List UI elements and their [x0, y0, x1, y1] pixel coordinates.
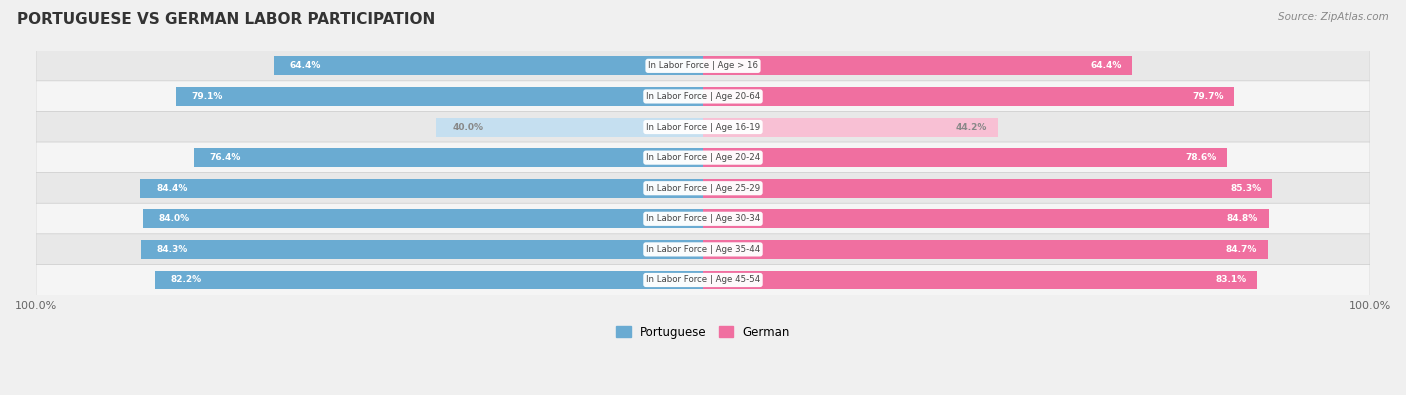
Text: 83.1%: 83.1% [1215, 275, 1247, 284]
Text: 44.2%: 44.2% [956, 122, 987, 132]
Bar [274, 56, 703, 75]
Text: In Labor Force | Age 20-24: In Labor Force | Age 20-24 [645, 153, 761, 162]
Text: 84.8%: 84.8% [1226, 214, 1258, 223]
Bar [703, 179, 1272, 198]
Text: 40.0%: 40.0% [453, 122, 484, 132]
Text: 64.4%: 64.4% [290, 61, 321, 70]
FancyBboxPatch shape [37, 142, 1369, 173]
FancyBboxPatch shape [37, 111, 1369, 143]
Bar [703, 56, 1132, 75]
Bar [143, 209, 703, 228]
Bar [155, 271, 703, 290]
Bar [703, 240, 1268, 259]
FancyBboxPatch shape [37, 234, 1369, 265]
Text: 84.0%: 84.0% [159, 214, 190, 223]
FancyBboxPatch shape [37, 173, 1369, 204]
Text: In Labor Force | Age 35-44: In Labor Force | Age 35-44 [645, 245, 761, 254]
Text: In Labor Force | Age > 16: In Labor Force | Age > 16 [648, 61, 758, 70]
FancyBboxPatch shape [37, 50, 1369, 81]
Text: 79.1%: 79.1% [191, 92, 224, 101]
Text: In Labor Force | Age 20-64: In Labor Force | Age 20-64 [645, 92, 761, 101]
FancyBboxPatch shape [37, 264, 1369, 295]
Text: In Labor Force | Age 25-29: In Labor Force | Age 25-29 [645, 184, 761, 193]
Text: 84.7%: 84.7% [1226, 245, 1257, 254]
Text: 84.4%: 84.4% [156, 184, 187, 193]
Text: In Labor Force | Age 45-54: In Labor Force | Age 45-54 [645, 275, 761, 284]
Text: 82.2%: 82.2% [172, 275, 202, 284]
Bar [176, 87, 703, 106]
Text: Source: ZipAtlas.com: Source: ZipAtlas.com [1278, 12, 1389, 22]
Bar [436, 118, 703, 137]
Text: In Labor Force | Age 30-34: In Labor Force | Age 30-34 [645, 214, 761, 223]
Bar [703, 118, 998, 137]
FancyBboxPatch shape [37, 81, 1369, 112]
Bar [141, 179, 703, 198]
Bar [703, 87, 1234, 106]
Bar [703, 271, 1257, 290]
Text: PORTUGUESE VS GERMAN LABOR PARTICIPATION: PORTUGUESE VS GERMAN LABOR PARTICIPATION [17, 12, 434, 27]
Text: 64.4%: 64.4% [1091, 61, 1122, 70]
Bar [141, 240, 703, 259]
Text: 84.3%: 84.3% [157, 245, 188, 254]
Text: 85.3%: 85.3% [1230, 184, 1261, 193]
FancyBboxPatch shape [37, 203, 1369, 234]
Text: 79.7%: 79.7% [1192, 92, 1223, 101]
Bar [703, 148, 1227, 167]
Bar [703, 209, 1268, 228]
Bar [194, 148, 703, 167]
Text: In Labor Force | Age 16-19: In Labor Force | Age 16-19 [645, 122, 761, 132]
Text: 78.6%: 78.6% [1185, 153, 1216, 162]
Text: 76.4%: 76.4% [209, 153, 240, 162]
Legend: Portuguese, German: Portuguese, German [612, 321, 794, 343]
